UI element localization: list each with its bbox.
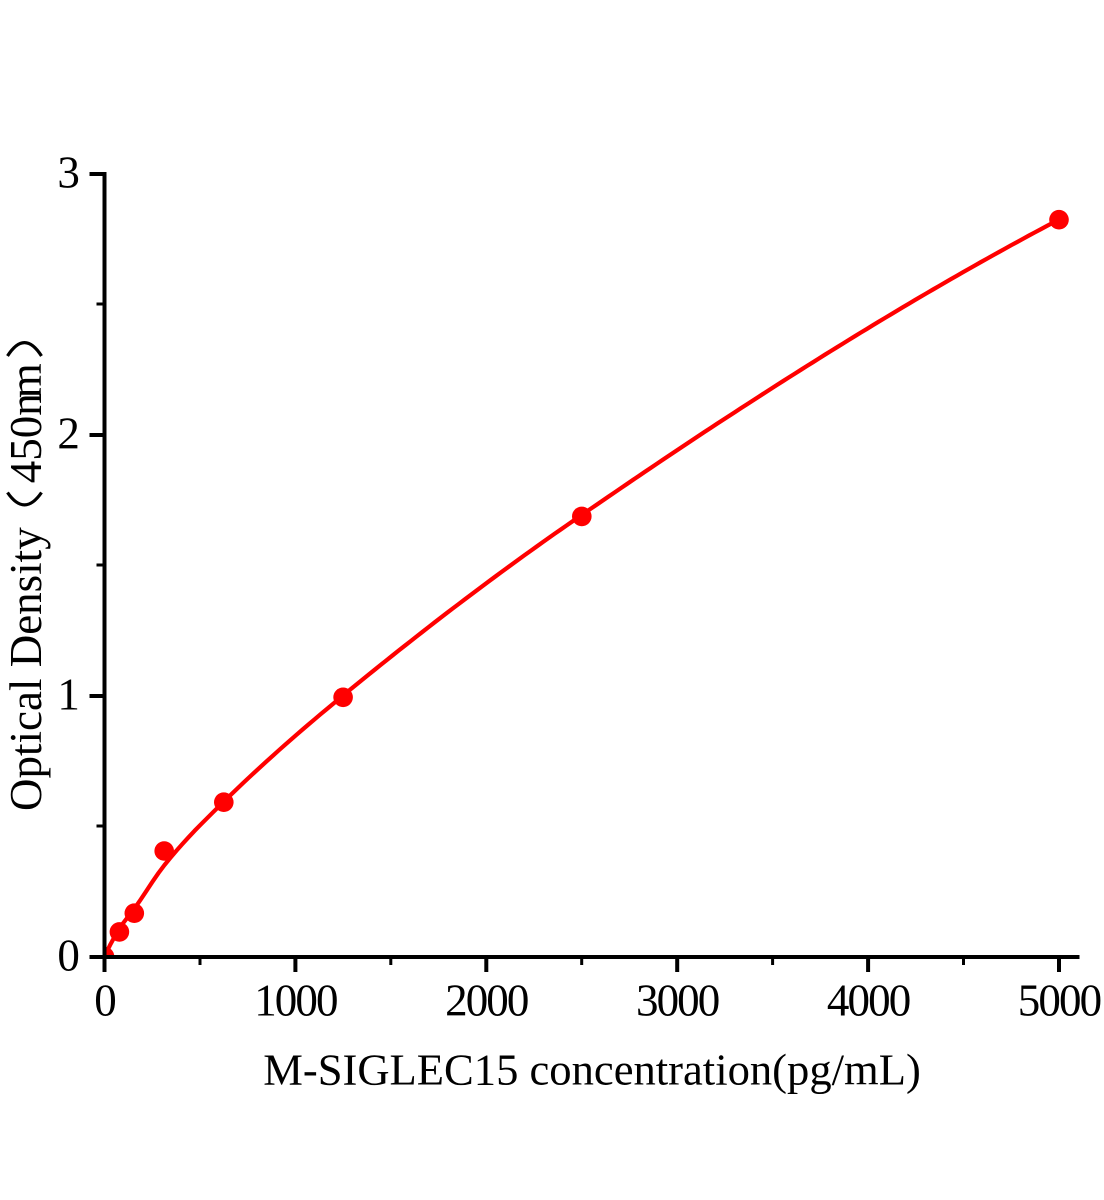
svg-text:5000: 5000 bbox=[1018, 976, 1101, 1026]
svg-text:2000: 2000 bbox=[445, 976, 528, 1026]
svg-text:1: 1 bbox=[57, 670, 78, 720]
svg-text:3: 3 bbox=[57, 148, 78, 198]
svg-text:4000: 4000 bbox=[827, 976, 910, 1026]
svg-text:1000: 1000 bbox=[254, 976, 337, 1026]
svg-text:M-SIGLEC15 concentration(pg/mL: M-SIGLEC15 concentration(pg/mL) bbox=[263, 1045, 921, 1095]
svg-text:0: 0 bbox=[57, 931, 78, 981]
svg-text:Optical Density450nm: Optical Density450nm bbox=[1, 363, 51, 811]
svg-text:0: 0 bbox=[94, 976, 115, 1026]
svg-text:2: 2 bbox=[57, 409, 78, 459]
svg-text:3000: 3000 bbox=[636, 976, 719, 1026]
